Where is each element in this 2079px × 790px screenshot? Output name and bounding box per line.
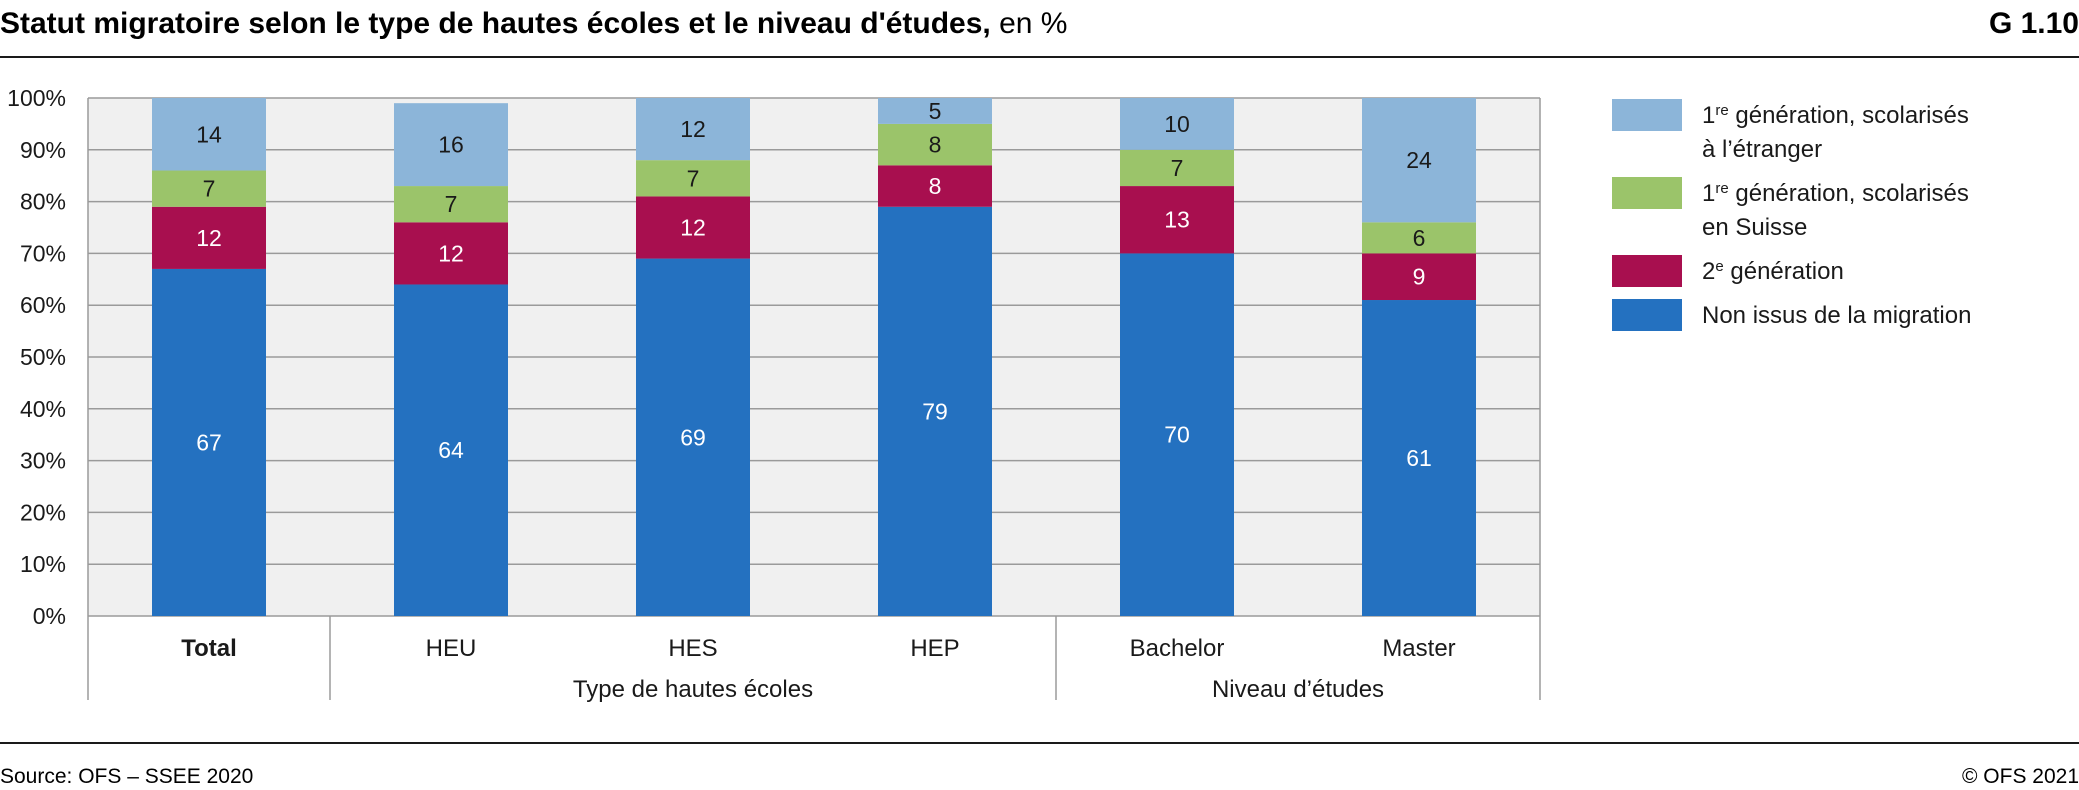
category-label: HEP — [910, 635, 959, 662]
data-label: 6 — [1413, 225, 1426, 251]
group-label: Niveau d’études — [1212, 676, 1384, 703]
category-label: HEU — [426, 635, 477, 662]
copyright-note: © OFS 2021 — [1962, 765, 2079, 788]
y-tick-label: 50% — [20, 344, 66, 370]
legend-swatch — [1612, 255, 1682, 287]
legend-swatch — [1612, 299, 1682, 331]
bar-segment — [636, 160, 750, 197]
bar-segment — [878, 165, 992, 207]
legend-item: 1re génération, scolarisés à l’étranger — [1612, 99, 1969, 163]
data-label: 61 — [1406, 445, 1432, 471]
bars: 67 12 7 14 64 12 7 16 69 12 7 12 79 8 8 5 70 13 7 10 61 9 6 24 — [152, 98, 1476, 616]
y-tick-label: 0% — [33, 603, 66, 629]
data-label: 5 — [929, 98, 942, 124]
data-label: 67 — [196, 429, 222, 455]
bar-segment — [1362, 300, 1476, 616]
bar-segment — [1120, 149, 1234, 187]
legend-label: 1re génération, scolarisés — [1702, 180, 1969, 208]
data-label: 7 — [687, 165, 700, 191]
bar-segment — [636, 196, 750, 259]
y-tick-label: 70% — [20, 240, 66, 266]
data-label: 12 — [196, 225, 222, 251]
bar-segment — [878, 206, 992, 616]
data-label: 16 — [438, 132, 464, 158]
y-tick-label: 40% — [20, 396, 66, 422]
y-tick-label: 10% — [20, 551, 66, 577]
data-label: 69 — [680, 424, 706, 450]
bar-segment — [152, 98, 266, 171]
chart-title-unit: en % — [991, 7, 1068, 40]
bar-stack-hes: 69 12 7 12 — [636, 98, 750, 616]
data-label: 8 — [929, 132, 942, 158]
category-label: Bachelor — [1130, 635, 1225, 662]
gridlines — [87, 97, 1541, 617]
bar-segment — [1120, 186, 1234, 254]
y-tick-label: 80% — [20, 189, 66, 215]
legend-label: 2e génération — [1702, 258, 1844, 286]
legend-label: 1re génération, scolarisés — [1702, 102, 1969, 130]
legend-label: Non issus de la migration — [1702, 302, 1971, 329]
data-label: 7 — [1171, 155, 1184, 181]
bar-segment — [636, 98, 750, 161]
data-label: 13 — [1164, 207, 1190, 233]
data-label: 7 — [445, 191, 458, 217]
data-label: 24 — [1406, 147, 1432, 173]
bar-segment — [636, 258, 750, 616]
data-label: 64 — [438, 437, 464, 463]
bar-segment — [1120, 98, 1234, 150]
bar-segment — [1362, 222, 1476, 254]
bar-stack-heu: 64 12 7 16 — [394, 103, 508, 616]
y-axis-tick-labels: 0% 10% 20% 30% 40% 50% 60% 70% 80% 90% 100% — [7, 85, 66, 629]
bar-segment — [1362, 253, 1476, 301]
bar-segment — [152, 268, 266, 616]
chart-title: Statut migratoire selon le type de haute… — [0, 7, 1067, 40]
data-label: 9 — [1413, 264, 1426, 290]
data-label: 12 — [680, 116, 706, 142]
data-label: 7 — [203, 176, 216, 202]
bar-stack-total: 67 12 7 14 — [152, 98, 266, 616]
category-axis: Total HEU HES HEP Bachelor Master Type de haut… — [87, 616, 1541, 703]
data-label: 12 — [438, 240, 464, 266]
data-label: 14 — [196, 121, 222, 147]
bar-segment — [394, 103, 508, 187]
y-tick-label: 100% — [7, 85, 66, 111]
data-label: 8 — [929, 173, 942, 199]
data-label: 12 — [680, 215, 706, 241]
bar-segment — [1362, 98, 1476, 223]
legend-label-line2: à l’étranger — [1702, 136, 1822, 163]
y-tick-label: 90% — [20, 137, 66, 163]
group-label: Type de hautes écoles — [573, 676, 813, 703]
legend-swatch — [1612, 177, 1682, 209]
y-tick-label: 20% — [20, 499, 66, 525]
bar-segment — [878, 123, 992, 166]
category-label: HES — [668, 635, 717, 662]
bar-stack-bachelor: 70 13 7 10 — [1120, 98, 1234, 616]
source-note: Source: OFS – SSEE 2020 — [0, 765, 253, 788]
category-label: Total — [181, 635, 237, 662]
legend-swatch — [1612, 99, 1682, 131]
bar-segment — [152, 170, 266, 207]
data-label: 79 — [922, 398, 948, 424]
bar-segment — [394, 186, 508, 223]
data-label: 10 — [1164, 111, 1190, 137]
bar-stack-hep: 79 8 8 5 — [878, 98, 992, 616]
legend-item: 1re génération, scolarisés en Suisse — [1612, 177, 1969, 241]
legend-label-line2: en Suisse — [1702, 214, 1807, 241]
legend-item: 2e génération — [1612, 255, 1844, 287]
bar-segment — [1120, 253, 1234, 616]
graph-id: G 1.10 — [1989, 7, 2079, 40]
category-label: Master — [1382, 635, 1455, 662]
bar-segment — [394, 284, 508, 616]
y-tick-label: 60% — [20, 292, 66, 318]
data-label: 70 — [1164, 422, 1190, 448]
y-tick-label: 30% — [20, 448, 66, 474]
bar-segment — [152, 206, 266, 269]
bar-stack-master: 61 9 6 24 — [1362, 98, 1476, 616]
legend-item: Non issus de la migration — [1612, 299, 1971, 331]
chart-title-main: Statut migratoire selon le type de haute… — [0, 7, 991, 40]
bar-segment — [878, 98, 992, 124]
bar-segment — [394, 222, 508, 285]
